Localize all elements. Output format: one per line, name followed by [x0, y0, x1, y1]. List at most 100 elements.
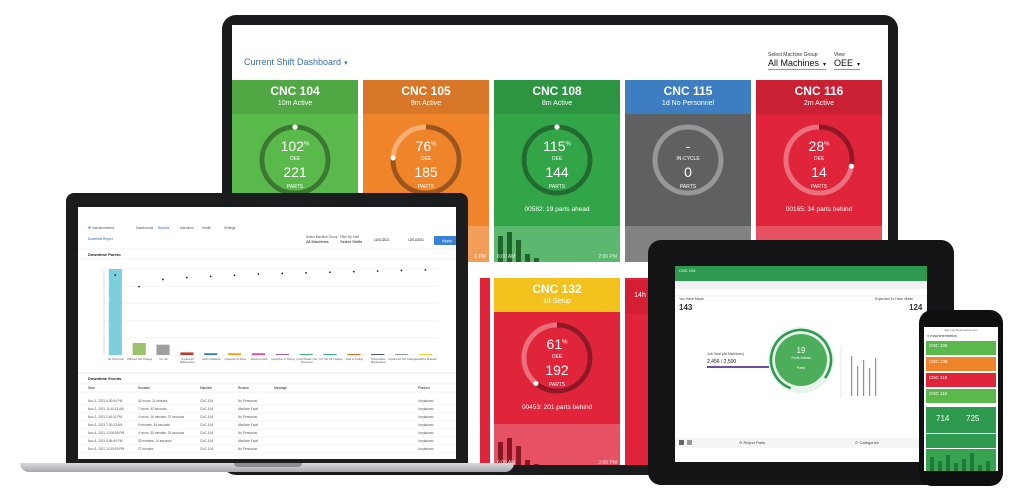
column-header[interactable]: Machine — [200, 386, 213, 390]
pareto-title: Downtime Pareto — [88, 252, 121, 257]
chart-bar — [498, 236, 503, 262]
pareto-bar[interactable] — [204, 353, 218, 355]
chart-bar — [525, 460, 530, 465]
laptop: ● machinemetrics Dashboards Reports Machin… — [66, 193, 468, 463]
pareto-bar[interactable] — [395, 354, 409, 355]
oee-value: - — [625, 138, 751, 154]
oee-gauge — [521, 124, 593, 196]
phone-chart-bar — [970, 453, 974, 471]
tile-machine-name: CNC 108 — [532, 84, 582, 98]
table-cell: Unplanned — [418, 431, 434, 435]
tile-header: CNC 104 10m Active — [232, 80, 358, 114]
phone-machine-row[interactable]: CNC 108 — [926, 357, 996, 371]
tablet-chart-bar — [851, 356, 853, 396]
pareto-bar[interactable] — [132, 342, 146, 355]
nav-item[interactable]: Reports — [158, 226, 170, 230]
pareto-category-label: No Job — [159, 358, 168, 361]
pareto-bar[interactable] — [156, 344, 170, 355]
table-cell: Nov 5, 2021 12:15:59 PM — [88, 447, 125, 451]
pareto-bar[interactable] — [108, 269, 122, 355]
nav-item[interactable]: Machines — [180, 226, 194, 230]
tablet-gauge-sub: Parts Ahead — [791, 356, 811, 360]
view-select[interactable]: View OEE ▾ — [834, 52, 861, 70]
phone-machine-row[interactable]: CNC 115 — [926, 373, 996, 387]
table-cell: CNC 104 — [200, 399, 214, 403]
machine-tile-partial[interactable] — [480, 278, 490, 465]
machine-tile[interactable]: CNC 115 1d No Personnel - IN-CYCLE 0 PARTS — [625, 80, 751, 262]
tile-header: CNC 105 9m Active — [363, 80, 489, 114]
pareto-bar[interactable] — [418, 354, 433, 355]
nav-item[interactable]: Health — [202, 226, 212, 230]
phone-chart-bar — [954, 463, 958, 471]
machine-tile[interactable]: CNC 132 1d Setup 61% OEE 192 PARTS 00453: 201 … — [494, 278, 620, 465]
phone-action-bar[interactable] — [926, 434, 996, 448]
end-date-input[interactable]: 12/01/2021 — [408, 238, 424, 242]
time-end-label: 2:00 PM — [598, 254, 617, 260]
pareto-bar[interactable] — [251, 353, 266, 355]
tile-machine-name: CNC 132 — [532, 282, 582, 296]
pareto-cumulative-point — [329, 271, 331, 274]
machine-group-select[interactable]: Select Machine Group All Machines ▾ — [768, 52, 827, 70]
pareto-cumulative-point — [114, 274, 117, 276]
reject-parts-button[interactable]: ⊖ Reject Parts — [739, 440, 766, 445]
column-header[interactable]: Reason — [238, 386, 249, 390]
phone-stats-panel: 714 725 — [926, 407, 996, 433]
expected-value: 124 — [909, 303, 923, 312]
chart-bar — [516, 240, 521, 262]
table-cell: 9 minutes, 54 seconds — [138, 423, 170, 427]
pareto-bar[interactable] — [299, 354, 313, 355]
nav-item[interactable]: Dashboards — [136, 226, 154, 230]
machine-group-label: Select Machine Group — [768, 52, 818, 58]
pareto-bar[interactable] — [275, 354, 289, 355]
chart-bar — [534, 464, 539, 465]
percent-sign: % — [562, 339, 568, 346]
dashboard-title-dropdown[interactable]: Current Shift Dashboard ▾ — [244, 57, 348, 67]
pareto-bar[interactable] — [371, 354, 385, 355]
column-header[interactable]: Duration — [138, 386, 151, 390]
pareto-cumulative-point — [185, 276, 188, 279]
apply-button[interactable]: Apply — [434, 236, 456, 245]
parts-label: PARTS — [810, 184, 828, 190]
column-header[interactable]: Planned — [418, 386, 430, 390]
tile-status: 14h — [634, 292, 646, 299]
table-cell: Nov 4, 2021 5:58:44 PM — [88, 439, 123, 443]
pareto-bar[interactable] — [228, 353, 242, 355]
machine-tile[interactable]: CNC 108 8m Active 115% OEE 144 PARTS 00582: 19… — [494, 80, 620, 262]
chart-bar — [516, 446, 521, 465]
filter-group-label: Select Machine Group — [306, 235, 338, 239]
tablet-gauge-footer: Parts — [796, 366, 806, 370]
phone-machine-row[interactable]: CNC 105 — [926, 341, 996, 355]
machine-tile[interactable]: CNC 116 2m Active 28% OEE 14 PARTS 00165: 34 p… — [756, 80, 882, 262]
pareto-bar[interactable] — [347, 354, 361, 355]
phone-screen: app.machinemetrics.com ● machinemetrics … — [924, 327, 998, 471]
pareto-bar[interactable] — [323, 354, 337, 355]
oee-number: 115 — [543, 138, 566, 154]
nav-item[interactable]: Settings — [224, 226, 236, 230]
phone-machine-row[interactable]: CNC 116 — [926, 389, 996, 403]
pareto-category-label: Planned Tool Change — [127, 358, 153, 361]
gauge-marker — [554, 124, 560, 130]
filter-shift-select[interactable]: Select Shifts — [340, 239, 363, 244]
table-cell: No Personnel — [238, 399, 258, 403]
pareto-category-label: Unplanned Tool Change — [388, 358, 417, 361]
parts-value: 221 — [283, 164, 307, 180]
report-title[interactable]: Downtime Report — [88, 237, 113, 241]
tablet-chart-bar — [875, 358, 877, 396]
production-chart: 6:00 AM 2:00 PM — [494, 424, 620, 465]
tile-status: 9m Active — [410, 100, 442, 107]
start-date-input[interactable]: 11/01/2021 — [374, 238, 390, 242]
tile-body: 61% OEE 192 PARTS 00453: 201 parts behind — [494, 312, 620, 424]
chart-bar — [534, 258, 539, 262]
phone: app.machinemetrics.com ● machinemetrics … — [919, 310, 1003, 486]
categorize-button[interactable]: ⊙ Categorize — [855, 440, 879, 445]
tile-footer-status: 00165: 34 parts behind — [785, 206, 853, 213]
filter-group-select[interactable]: All Machines — [306, 239, 329, 244]
tile-status: 1d Setup — [542, 298, 572, 305]
pareto-bar[interactable] — [180, 352, 194, 355]
oee-value: 115% — [494, 138, 620, 154]
parts-value: 14 — [811, 164, 827, 180]
column-header[interactable]: Start — [88, 386, 95, 390]
column-header[interactable]: Message — [274, 386, 287, 390]
oee-value: 61% — [494, 336, 620, 352]
oee-label: OEE — [551, 354, 563, 360]
